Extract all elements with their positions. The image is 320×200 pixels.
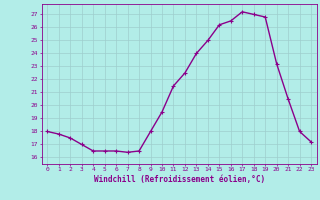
X-axis label: Windchill (Refroidissement éolien,°C): Windchill (Refroidissement éolien,°C) xyxy=(94,175,265,184)
